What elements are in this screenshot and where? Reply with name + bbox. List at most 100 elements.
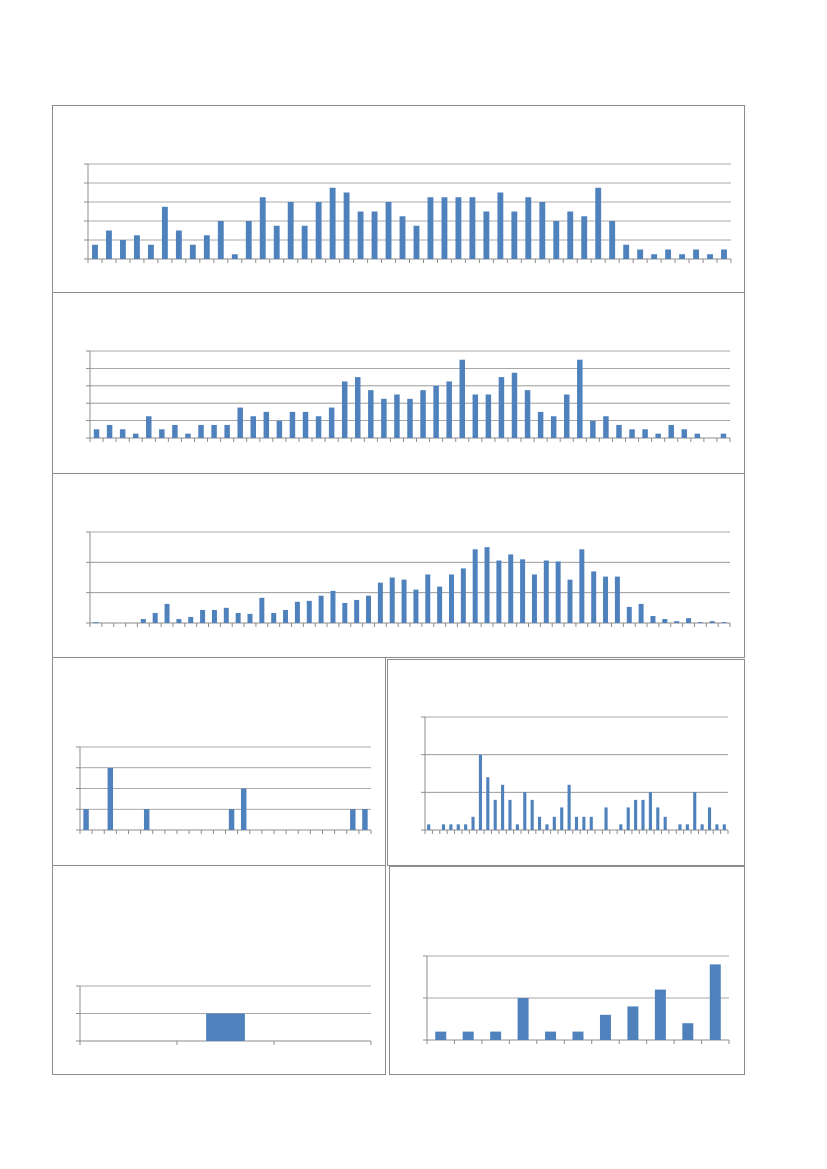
chart-1-bar [203,235,210,259]
chart-1-bar [539,202,546,259]
chart-2-bar [577,359,583,438]
chart-3-bar [342,602,348,623]
chart-3-bar [662,619,668,623]
chart-2-bar [446,381,452,438]
chart-3-bar [413,589,419,623]
chart-1-bar [595,187,602,259]
chart-1-bar [133,235,140,259]
chart-3-bar [543,560,549,623]
chart-2-bar [315,416,322,438]
chart-1-bar [231,254,238,259]
chart-1-bar [525,197,532,259]
chart-5-bar [530,799,534,830]
chart-3-bar [496,560,502,623]
chart-4-bar [107,767,114,830]
chart-2-bar [185,433,191,438]
chart-5-bar [523,792,527,830]
chart-7-svg [423,955,730,1044]
chart-5-bar [715,824,719,830]
chart-7-bar [572,1031,584,1040]
chart-7-bar [490,1031,502,1040]
chart-5-bar [515,824,519,830]
chart-3-bar [709,621,715,623]
chart-5-bar [493,799,497,830]
chart-5-bar [537,816,542,830]
chart-5-bar [574,816,579,830]
chart-6-bar [206,1013,245,1041]
chart-7-bar [462,1031,474,1040]
chart-2-svg [86,350,731,442]
chart-1-svg [84,163,732,263]
chart-panel-3 [52,473,745,658]
chart-3-bar [591,571,597,623]
chart-2-bar [172,424,178,438]
chart-1-bar [357,211,364,259]
chart-1-bar [217,221,224,259]
chart-panel-5 [387,659,745,866]
chart-2-bar [511,372,518,438]
chart-4-bar [240,788,247,830]
chart-1-bar [301,225,308,259]
chart-3-bar [294,601,300,623]
chart-2-bar [694,433,701,438]
chart-2-bar [550,416,557,438]
chart-3-bar [567,579,573,623]
chart-1-bar [371,211,378,259]
chart-5-bar [685,824,689,830]
chart-7-bar [682,1023,694,1040]
chart-5-bar [545,824,549,830]
chart-5-svg [421,716,729,834]
chart-3-bar [377,582,383,623]
chart-2-bar [146,416,152,438]
chart-2-bar [485,394,492,438]
chart-3-bar [306,600,312,623]
chart-panel-7 [389,866,745,1075]
chart-3-bar [93,622,99,623]
chart-1-bar [581,216,588,259]
chart-5-bar [441,824,446,830]
chart-4-bar [228,809,235,830]
chart-5-bar [471,816,475,830]
chart-3-bar [318,595,324,623]
chart-1-bar [329,187,336,259]
chart-1-bar [315,202,322,259]
chart-3-bar [603,576,609,623]
chart-5-bar [641,799,645,830]
chart-1-bar [455,197,462,259]
chart-1-bar [693,249,699,259]
chart-2-bar [93,429,100,438]
chart-2-bar [224,424,230,438]
chart-1-bar [665,249,672,259]
chart-2-bar [629,429,635,438]
chart-panel-2 [52,292,745,474]
chart-3-bar [164,603,170,623]
chart-2-bar [119,429,126,438]
chart-1-bar [553,221,560,259]
chart-1-bar [469,197,476,259]
chart-1-bar [511,211,518,259]
chart-2-bar [276,420,283,438]
chart-3-bar [520,559,526,623]
chart-3-bar [200,609,206,623]
chart-2-bar [681,429,688,438]
chart-5-bar [707,807,712,830]
chart-5-bar [722,824,726,830]
chart-3-bar [211,609,217,623]
chart-2-bar [263,411,270,438]
chart-5-bar [678,824,682,830]
chart-7-bar [627,1006,639,1040]
chart-5-bar [478,754,482,830]
chart-3-bar [638,603,644,623]
chart-1-bar [189,244,196,259]
chart-1-bar [623,244,630,259]
chart-5-bar [663,816,667,830]
chart-3-bar [555,561,561,623]
chart-2-bar [368,390,374,438]
chart-3-bar [271,612,277,623]
chart-5-bar [508,799,512,830]
chart-5-bar [589,816,593,830]
chart-3-bar [259,597,265,623]
chart-2-bar [603,416,609,438]
chart-5-bar [567,784,571,830]
chart-3-bar [140,619,146,623]
